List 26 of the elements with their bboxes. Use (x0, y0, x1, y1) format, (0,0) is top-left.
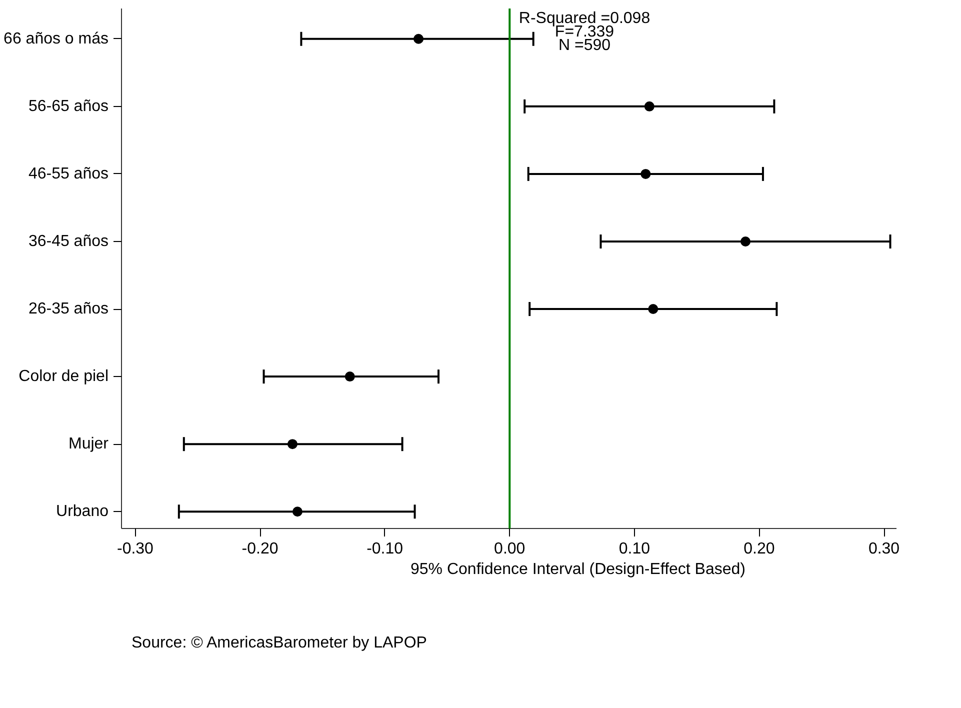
x-tick-label: 0.20 (744, 540, 775, 558)
point (640, 168, 651, 179)
x-tick-label: -0.20 (242, 540, 278, 558)
text: 95% Confidence Interval (Design-Effect Based) (410, 561, 746, 579)
y-tick-label: 56-65 años (28, 98, 108, 115)
y-tick-label: Mujer (68, 436, 110, 453)
y-tick-label: Color de piel (18, 368, 108, 386)
y-tick-label: 26-35 años (28, 300, 108, 318)
x-tick-label: -0.10 (366, 540, 404, 558)
annotation: N =590 (558, 37, 611, 54)
x-tick-label: -0.30 (116, 540, 154, 558)
point (648, 304, 658, 314)
point (344, 372, 355, 382)
point (414, 34, 424, 44)
y-tick-label: 36-45 años (28, 232, 108, 250)
y-tick-label: 46-55 años (28, 165, 108, 182)
point (287, 439, 298, 450)
point (292, 506, 302, 517)
y-tick-label: 66 años o más (4, 30, 108, 48)
point (740, 236, 750, 246)
y-tick-label: Urbano (56, 503, 109, 520)
point (644, 101, 654, 112)
x-tick-label: 0.00 (494, 540, 526, 558)
x-tick-label: 0.10 (618, 540, 650, 558)
source-note: Source: © AmericasBarometer by LAPOP (132, 634, 427, 652)
x-tick-label: 0.30 (868, 540, 900, 558)
